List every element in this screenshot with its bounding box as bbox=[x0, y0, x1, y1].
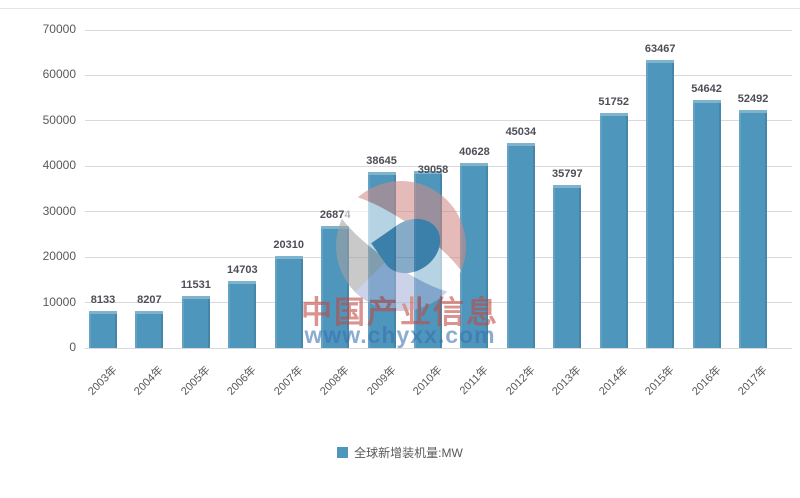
x-tick-label: 2007年 bbox=[271, 364, 306, 398]
data-label: 45034 bbox=[505, 126, 537, 139]
x-tick-label: 2004年 bbox=[132, 364, 167, 398]
bar-2007年 bbox=[274, 255, 303, 348]
y-tick-label: 70000 bbox=[42, 22, 76, 36]
data-label: 51752 bbox=[598, 95, 630, 108]
legend: 全球新增装机量:MW bbox=[0, 444, 800, 461]
bar-2017年 bbox=[739, 109, 768, 348]
x-tick-label: 2009年 bbox=[364, 364, 399, 398]
x-tick-label: 2011年 bbox=[458, 364, 492, 398]
data-label: 8207 bbox=[137, 293, 162, 306]
data-label: 20310 bbox=[273, 238, 305, 251]
y-tick-label: 20000 bbox=[42, 249, 76, 264]
bar-2014年 bbox=[599, 112, 628, 348]
x-tick-label: 2010年 bbox=[411, 364, 445, 398]
x-tick-label: 2006年 bbox=[225, 364, 259, 398]
y-tick-label: 60000 bbox=[42, 67, 76, 82]
bar-2009年 bbox=[367, 172, 396, 348]
bar-2008年 bbox=[321, 225, 350, 348]
bar-2003年 bbox=[89, 311, 117, 348]
bar-2004年 bbox=[135, 310, 164, 348]
data-label: 38645 bbox=[366, 155, 397, 168]
plot-area: 8133 8207 11531 14703 20310 26874 38645 39058 40… bbox=[85, 29, 792, 349]
bar-2012年 bbox=[506, 143, 535, 348]
bar-2016年 bbox=[692, 99, 721, 348]
y-tick-label: 50000 bbox=[42, 112, 76, 127]
legend-swatch-icon bbox=[337, 447, 349, 458]
y-tick-label: 40000 bbox=[42, 158, 76, 173]
bar-2005年 bbox=[181, 295, 210, 348]
bar-2011年 bbox=[460, 163, 489, 348]
x-tick-label: 2012年 bbox=[503, 364, 538, 398]
x-tick-label: 2003年 bbox=[86, 364, 120, 398]
data-label: 11531 bbox=[180, 278, 211, 291]
gridline bbox=[85, 347, 792, 349]
x-tick-label: 2017年 bbox=[736, 364, 770, 398]
data-label: 26874 bbox=[319, 208, 351, 221]
legend-label: 全球新增装机量:MW bbox=[354, 446, 463, 460]
data-label: 35797 bbox=[552, 168, 583, 181]
data-label: 14703 bbox=[226, 264, 258, 277]
y-tick-label: 10000 bbox=[42, 294, 76, 309]
bar-2013年 bbox=[553, 185, 582, 348]
x-tick-label: 2015年 bbox=[643, 364, 677, 398]
data-label: 39058 bbox=[417, 163, 449, 176]
y-tick-label: 30000 bbox=[42, 203, 76, 218]
bar-2006年 bbox=[228, 281, 257, 348]
x-tick-label: 2005年 bbox=[178, 364, 213, 398]
top-divider bbox=[0, 8, 800, 9]
data-label: 8133 bbox=[90, 294, 116, 307]
y-tick-label: 0 bbox=[69, 340, 76, 354]
x-tick-label: 2016年 bbox=[689, 364, 724, 398]
gridline bbox=[85, 74, 792, 76]
x-tick-label: 2013年 bbox=[550, 364, 584, 398]
gridline bbox=[85, 120, 792, 122]
data-label: 52492 bbox=[737, 92, 769, 105]
bar-2010年 bbox=[414, 170, 442, 348]
bar-2015年 bbox=[646, 59, 675, 348]
x-tick-label: 2008年 bbox=[318, 364, 352, 398]
data-label: 40628 bbox=[459, 146, 490, 159]
gridline bbox=[85, 165, 792, 167]
x-tick-label: 2014年 bbox=[596, 364, 631, 398]
gridline bbox=[85, 29, 792, 31]
data-label: 54642 bbox=[691, 82, 722, 95]
data-label: 63467 bbox=[644, 42, 676, 55]
